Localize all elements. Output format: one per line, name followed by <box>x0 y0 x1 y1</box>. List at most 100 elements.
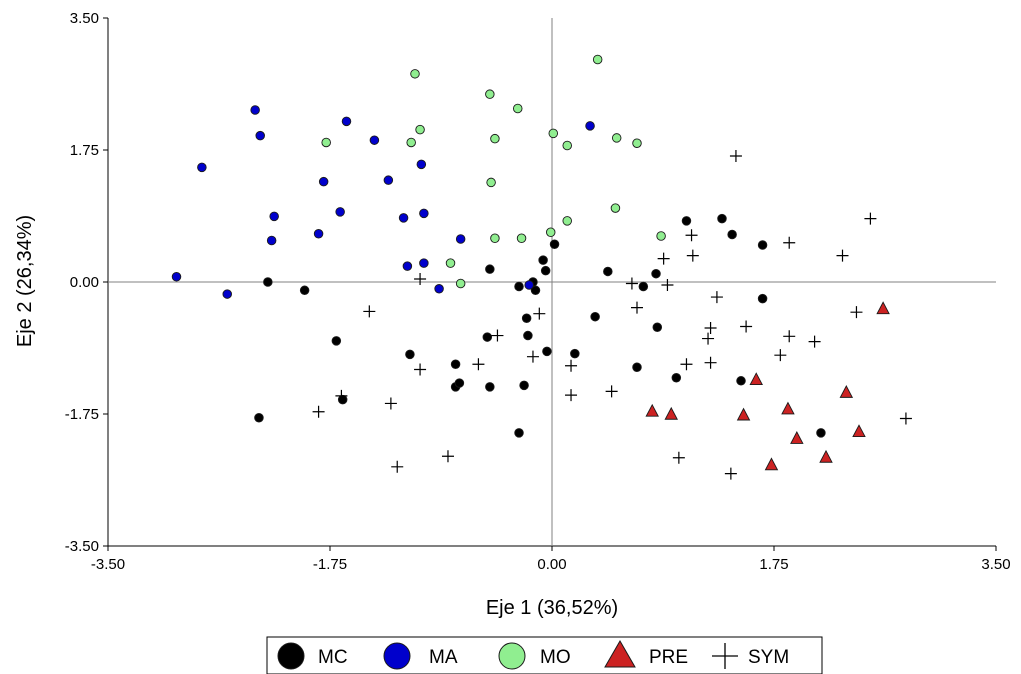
data-point-ma <box>434 284 444 294</box>
data-point-ma <box>269 211 279 222</box>
y-tick-label: -1.75 <box>65 406 99 423</box>
data-point-sym <box>783 330 796 343</box>
data-point-mo <box>545 227 556 237</box>
data-point-ma <box>398 213 409 223</box>
data-point-mc <box>523 330 533 341</box>
x-tick-label: 3.50 <box>981 556 1010 573</box>
data-point-mc <box>632 362 642 372</box>
data-point-mo <box>512 103 523 114</box>
series-mc <box>254 213 826 438</box>
data-point-sym <box>625 277 638 290</box>
data-point-sym <box>704 356 717 369</box>
data-point-mc <box>757 240 768 250</box>
data-point-mc <box>263 277 273 287</box>
data-point-sym <box>472 358 485 371</box>
data-point-sym <box>491 329 504 342</box>
data-point-mo <box>548 128 559 139</box>
y-tick-label: 0.00 <box>70 274 99 291</box>
data-point-sym <box>864 212 877 225</box>
data-point-mc <box>757 293 768 304</box>
data-point-pre <box>664 406 678 420</box>
data-point-pre <box>819 449 833 463</box>
data-point-sym <box>657 252 670 265</box>
x-axis-title: Eje 1 (36,52%) <box>486 597 618 619</box>
data-point-mc <box>454 378 465 388</box>
data-point-mc <box>299 285 310 296</box>
data-point-mo <box>490 233 500 244</box>
data-point-ma <box>335 207 345 217</box>
data-point-ma <box>222 289 232 299</box>
series-pre <box>645 301 890 471</box>
data-point-ma <box>250 105 260 115</box>
data-point-mc <box>485 382 495 392</box>
data-point-mc <box>540 265 551 276</box>
data-point-mc <box>337 394 348 405</box>
data-point-mo <box>516 233 527 244</box>
data-point-sym <box>740 320 753 333</box>
data-point-mo <box>490 133 500 144</box>
data-point-mo <box>455 278 466 289</box>
data-point-sym <box>704 322 717 335</box>
data-point-sym <box>899 412 912 425</box>
data-point-sym <box>774 349 787 362</box>
data-point-ma <box>313 228 324 239</box>
data-point-pre <box>764 457 779 471</box>
x-tick-label: 1.75 <box>759 556 788 573</box>
data-point-mc <box>651 268 661 279</box>
data-point-mc <box>542 346 552 357</box>
data-point-sym <box>533 307 546 320</box>
data-point-ma <box>402 261 413 271</box>
x-tick-label: -1.75 <box>313 556 347 573</box>
data-point-mo <box>415 124 425 135</box>
legend-marker-pre <box>604 639 636 668</box>
data-point-ma <box>455 234 466 244</box>
data-point-mc <box>590 311 600 322</box>
data-points <box>171 54 912 480</box>
data-point-mc <box>538 255 548 265</box>
y-tick-label: 3.50 <box>70 10 99 27</box>
data-point-sym <box>836 249 849 262</box>
data-point-sym <box>672 451 685 464</box>
data-point-ma <box>419 258 429 268</box>
data-point-mc <box>652 322 663 333</box>
data-point-sym <box>565 389 578 402</box>
data-point-pre <box>876 301 890 315</box>
data-point-mo <box>611 133 622 143</box>
data-point-sym <box>685 229 698 242</box>
data-point-mc <box>570 348 580 359</box>
data-point-pre <box>645 403 659 417</box>
legend-marker-mo <box>498 642 526 670</box>
data-point-mc <box>485 264 495 274</box>
data-point-sym <box>312 405 325 418</box>
data-point-mc <box>331 336 342 346</box>
data-point-sym <box>686 249 699 262</box>
x-tick-label: 0.00 <box>537 556 566 573</box>
data-point-pre <box>781 401 795 415</box>
data-point-sym <box>850 306 863 319</box>
data-point-mo <box>656 231 666 241</box>
data-point-ma <box>171 271 182 282</box>
legend-label-mo: MO <box>540 647 571 668</box>
data-point-ma <box>255 130 265 141</box>
legend-label-sym: SYM <box>748 647 789 668</box>
data-point-sym <box>680 358 693 371</box>
data-point-ma <box>266 235 277 246</box>
data-point-ma <box>416 159 427 170</box>
data-point-sym <box>702 332 715 345</box>
data-point-mo <box>592 54 603 65</box>
data-point-sym <box>335 389 348 402</box>
data-point-mc <box>254 413 264 423</box>
data-point-ma <box>419 208 429 219</box>
data-point-mc <box>736 376 746 386</box>
data-point-mo <box>445 258 456 268</box>
data-point-ma <box>585 121 595 131</box>
data-point-sym <box>384 397 397 410</box>
data-point-sym <box>441 450 454 463</box>
legend-label-mc: MC <box>318 647 348 668</box>
data-point-sym <box>414 272 427 285</box>
series-mo <box>321 54 666 289</box>
axes: 3.50 1.75 0.00 -1.75 -3.50-3.50 -1.75 0.00 1.75… <box>65 10 1011 573</box>
data-point-mo <box>321 137 331 148</box>
legend: MC MA MO PRE SYM <box>266 636 823 674</box>
data-point-pre <box>736 407 751 421</box>
